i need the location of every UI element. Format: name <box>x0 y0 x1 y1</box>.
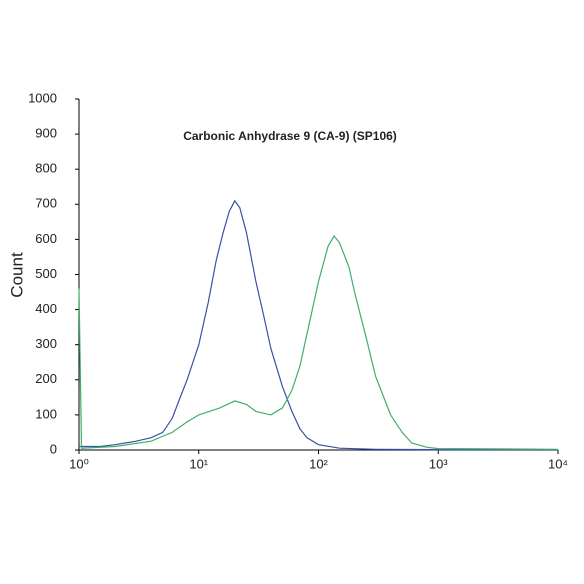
x-tick-label: 10¹ <box>189 456 208 471</box>
x-tick-label: 10³ <box>429 456 448 471</box>
x-tick-label: 10⁴ <box>548 456 568 471</box>
x-tick-label: 10⁰ <box>69 456 89 471</box>
series-line <box>78 234 559 450</box>
y-tick-label: 900 <box>35 126 57 141</box>
y-tick-label: 400 <box>35 301 57 316</box>
y-tick-label: 600 <box>35 231 57 246</box>
y-tick-label: 800 <box>35 161 57 176</box>
y-axis-label: Count <box>7 252 26 298</box>
y-tick-label: 100 <box>35 406 57 421</box>
chart-title: Carbonic Anhydrase 9 (CA-9) (SP106) <box>183 129 397 143</box>
y-tick-label: 300 <box>35 336 57 351</box>
y-tick-label: 0 <box>50 441 57 456</box>
series-line <box>79 199 558 451</box>
y-tick-label: 700 <box>35 196 57 211</box>
y-tick-label: 500 <box>35 266 57 281</box>
x-tick-label: 10² <box>309 456 328 471</box>
y-tick-label: 1000 <box>28 90 57 105</box>
y-tick-label: 200 <box>35 371 57 386</box>
